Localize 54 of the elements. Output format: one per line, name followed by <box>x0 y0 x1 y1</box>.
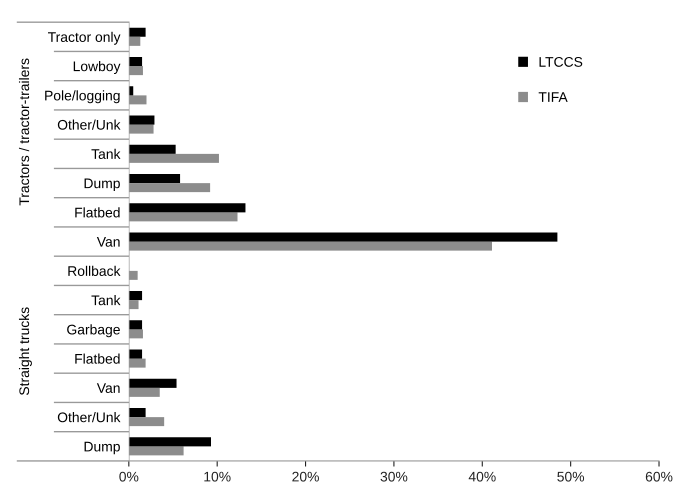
text: Tractors / tractor-trailers <box>18 58 30 206</box>
x-tick-label: 30% <box>380 472 408 482</box>
bar <box>128 154 219 163</box>
y-tick-label: Van <box>96 383 120 393</box>
y-tick-label: Flatbed <box>75 207 120 218</box>
bar <box>128 408 146 418</box>
y-tick-label: Tank <box>91 148 121 159</box>
legend-label: TIFA <box>538 92 568 102</box>
bar <box>128 212 238 222</box>
bar <box>128 95 146 104</box>
x-tick-label: 20% <box>292 472 319 482</box>
x-tick-label: 10% <box>204 472 231 482</box>
y-tick-label: Flatbed <box>75 354 120 364</box>
bar <box>128 300 139 310</box>
y-tick-label: Other/Unk <box>58 412 121 422</box>
bar <box>128 358 146 368</box>
x-tick-label: 0% <box>119 472 138 482</box>
y-tick-label: Other/Unk <box>58 120 121 130</box>
bar <box>128 66 143 76</box>
x-tick-label: 60% <box>646 472 672 482</box>
bar <box>128 378 177 388</box>
bar <box>128 115 154 125</box>
bar <box>128 28 146 37</box>
y-tick-label: Lowboy <box>74 61 120 74</box>
bar <box>128 203 246 212</box>
bar <box>128 417 164 426</box>
bar <box>128 36 140 46</box>
bar <box>128 183 210 192</box>
y-tick-label: Garbage <box>67 324 120 338</box>
text: Straight trucks <box>18 307 32 396</box>
legend-label: LTCCS <box>540 56 582 67</box>
bar <box>128 388 160 397</box>
y-tick-label: Dump <box>84 442 120 454</box>
y-tick-label: Dump <box>84 178 120 191</box>
bar <box>128 56 142 66</box>
y-tick-label: Tank <box>91 295 121 306</box>
y-tick-label: Pole/logging <box>45 90 120 104</box>
bar <box>128 270 138 280</box>
bar <box>128 242 492 251</box>
x-tick-label: 40% <box>468 472 496 482</box>
y-tick-label: Rollback <box>68 266 121 276</box>
bar <box>128 446 184 456</box>
y-tick-label: Tractor only <box>48 32 120 45</box>
bar <box>128 350 142 359</box>
bar <box>128 144 176 154</box>
bar <box>128 320 142 330</box>
bar <box>128 291 142 300</box>
bar <box>128 124 154 134</box>
bar <box>128 437 211 446</box>
bar <box>128 232 558 242</box>
bar <box>128 329 143 338</box>
bar <box>128 174 180 184</box>
x-tick-label: 50% <box>557 472 584 482</box>
y-tick-label: Van <box>96 237 120 247</box>
